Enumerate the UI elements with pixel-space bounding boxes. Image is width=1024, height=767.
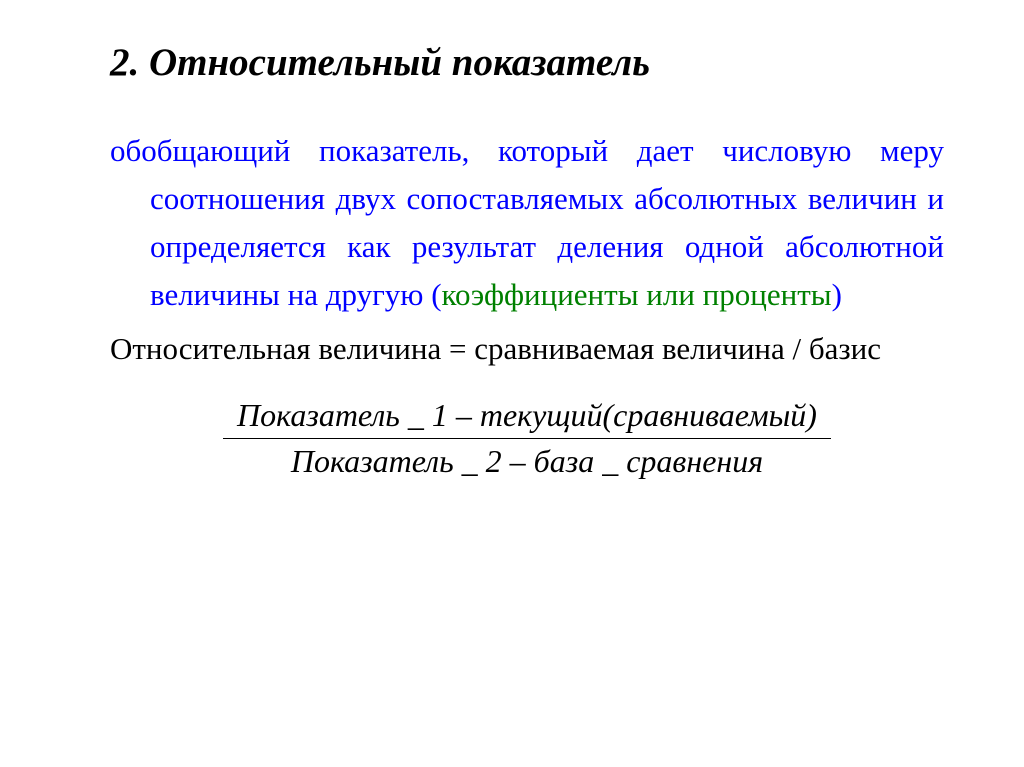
slide: 2. Относительный показатель обобщающий п… [0,0,1024,767]
page-title: 2. Относительный показатель [110,40,944,87]
fraction-formula: Показатель _ 1 – текущий(сравниваемый) П… [110,397,944,480]
paren-open: ( [431,277,441,312]
definition-segment-green: коэффициенты или проценты [442,277,832,312]
paren-close: ) [832,277,842,312]
fraction: Показатель _ 1 – текущий(сравниваемый) П… [223,397,831,480]
relative-value-equation: Относительная величина = сравниваемая ве… [110,325,944,373]
definition-paragraph: обобщающий показатель, который дает числ… [110,127,944,319]
fraction-denominator: Показатель _ 2 – база _ сравнения [223,439,831,480]
fraction-numerator: Показатель _ 1 – текущий(сравниваемый) [223,397,831,439]
definition-segment-1: обобщающий показатель, который дает числ… [110,133,944,216]
